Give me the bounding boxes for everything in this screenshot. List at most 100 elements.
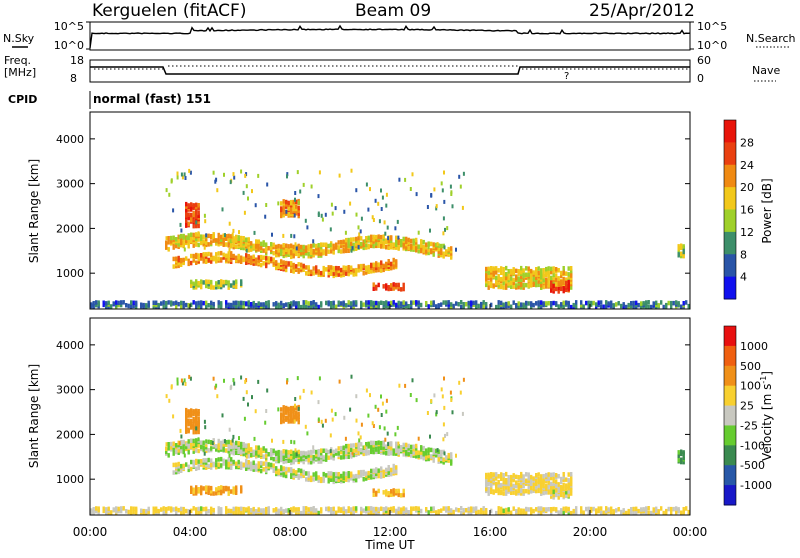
velocity-cell bbox=[312, 445, 315, 450]
power-cell bbox=[375, 284, 378, 290]
power-cell bbox=[272, 302, 275, 307]
power-cell bbox=[426, 205, 429, 209]
power-cell bbox=[197, 300, 200, 306]
velocity-cell bbox=[253, 436, 256, 441]
power-cell bbox=[187, 212, 190, 217]
velocity-cell bbox=[237, 441, 240, 446]
velocity-cell bbox=[235, 444, 238, 449]
velocity-cell bbox=[255, 445, 258, 450]
power-cell bbox=[347, 265, 350, 270]
power-cell bbox=[267, 246, 270, 251]
velocity-cell bbox=[250, 461, 253, 466]
power-cell bbox=[222, 279, 225, 285]
velocity-cell bbox=[390, 489, 393, 494]
power-cell bbox=[422, 239, 425, 245]
velocity-cell bbox=[352, 506, 355, 511]
velocity-cell bbox=[347, 473, 350, 479]
velocity-cell bbox=[227, 461, 230, 466]
power-cell bbox=[264, 214, 267, 219]
power-cell bbox=[392, 257, 395, 263]
velocity-cell bbox=[547, 476, 550, 481]
power-cell bbox=[245, 237, 248, 242]
power-cell bbox=[320, 244, 323, 250]
power-cell bbox=[522, 283, 525, 288]
power-cell bbox=[172, 208, 175, 213]
power-cell bbox=[265, 242, 268, 247]
power-cell bbox=[535, 272, 538, 277]
velocity-cell bbox=[262, 454, 265, 459]
power-cell bbox=[560, 286, 563, 292]
power-cell bbox=[277, 302, 280, 308]
velocity-cell bbox=[497, 506, 500, 511]
velocity-cell bbox=[225, 448, 228, 453]
velocity-cell bbox=[512, 473, 515, 478]
velocity-cell bbox=[260, 451, 263, 456]
power-cell bbox=[458, 174, 461, 179]
power-cell bbox=[90, 302, 93, 307]
velocity-cell bbox=[530, 507, 533, 512]
velocity-cell bbox=[347, 447, 350, 453]
colorbar-tick: -100 bbox=[740, 439, 765, 452]
power-cell bbox=[200, 238, 203, 244]
power-cell bbox=[600, 300, 603, 305]
power-cell bbox=[312, 266, 315, 271]
power-cell bbox=[252, 243, 255, 249]
power-cell bbox=[390, 300, 393, 306]
power-cell bbox=[522, 272, 525, 277]
velocity-cell bbox=[520, 510, 523, 516]
power-cell bbox=[495, 280, 498, 286]
power-cell bbox=[212, 285, 215, 290]
power-cell bbox=[112, 301, 115, 306]
power-cell bbox=[105, 301, 108, 306]
velocity-cell bbox=[172, 462, 175, 468]
velocity-cell bbox=[285, 449, 288, 454]
velocity-cell bbox=[440, 508, 443, 513]
power-cell bbox=[225, 300, 228, 305]
velocity-cell bbox=[460, 506, 463, 511]
velocity-cell bbox=[459, 390, 462, 395]
power-cell bbox=[425, 301, 428, 306]
velocity-cell bbox=[160, 507, 163, 512]
power-cell bbox=[370, 237, 373, 243]
velocity-cell bbox=[175, 510, 178, 516]
velocity-cell bbox=[170, 384, 173, 389]
power-cell bbox=[205, 238, 208, 244]
power-cell bbox=[382, 263, 385, 269]
velocity-cell bbox=[347, 506, 350, 511]
velocity-cell bbox=[592, 506, 595, 512]
velocity-cell bbox=[287, 450, 290, 455]
velocity-cell bbox=[175, 443, 178, 448]
velocity-cell bbox=[227, 439, 230, 445]
colorbar-swatch bbox=[724, 209, 736, 233]
power-cell bbox=[525, 305, 528, 310]
power-cell bbox=[461, 205, 464, 210]
power-cell bbox=[190, 283, 193, 288]
power-cell bbox=[345, 303, 348, 308]
power-cell bbox=[152, 304, 155, 309]
power-cell bbox=[335, 265, 338, 271]
power-cell bbox=[282, 233, 285, 238]
velocity-cell bbox=[230, 463, 233, 468]
power-cell bbox=[385, 283, 388, 288]
velocity-cell bbox=[680, 459, 683, 465]
power-cell bbox=[190, 279, 193, 285]
power-cell bbox=[355, 300, 358, 305]
velocity-cell bbox=[457, 508, 460, 513]
velocity-cell bbox=[535, 488, 538, 494]
velocity-cell bbox=[140, 508, 143, 513]
velocity-cell bbox=[377, 468, 380, 473]
velocity-cell bbox=[345, 477, 348, 482]
velocity-cell bbox=[205, 444, 208, 450]
power-cell bbox=[395, 282, 398, 288]
velocity-cell bbox=[275, 455, 278, 461]
velocity-cell bbox=[402, 442, 405, 448]
velocity-cell bbox=[560, 476, 563, 482]
power-cell bbox=[470, 304, 473, 310]
velocity-cell bbox=[567, 478, 570, 483]
power-cell bbox=[532, 275, 535, 280]
velocity-cell bbox=[495, 472, 498, 477]
power-cell bbox=[407, 240, 410, 245]
power-cell bbox=[396, 219, 399, 224]
velocity-cell bbox=[312, 459, 315, 464]
power-cell bbox=[255, 242, 258, 247]
